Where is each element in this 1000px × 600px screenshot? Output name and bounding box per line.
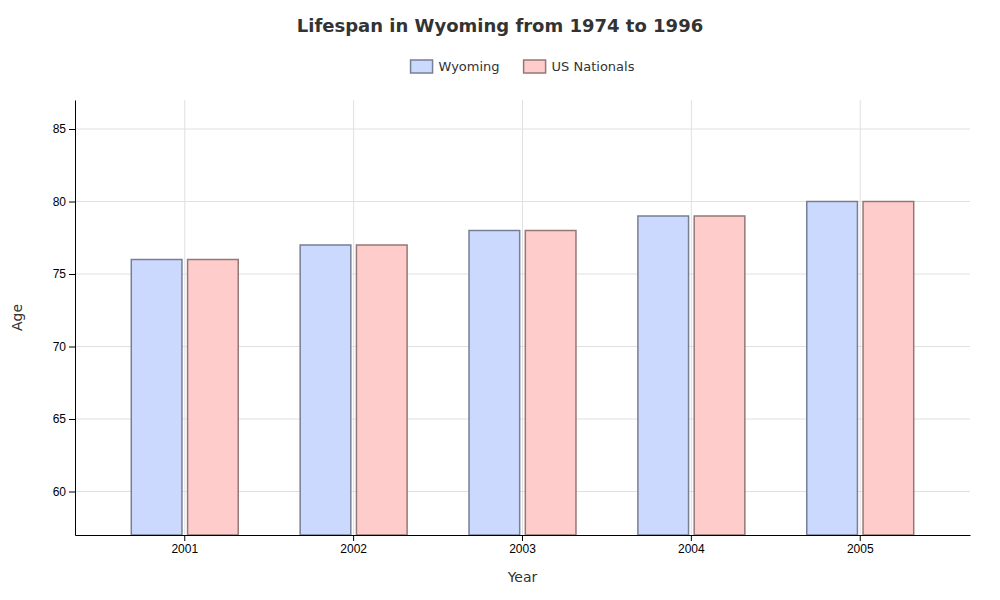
bar	[807, 202, 858, 536]
tick-mark	[184, 535, 185, 541]
bar	[300, 245, 351, 535]
tick-mark	[69, 129, 75, 130]
tick-mark	[69, 492, 75, 493]
x-tick: 2004	[678, 535, 705, 556]
tick-mark	[69, 419, 75, 420]
y-tick: 85	[53, 122, 75, 136]
legend-swatch	[411, 60, 433, 73]
bar-series	[188, 202, 914, 536]
y-tick: 75	[53, 267, 75, 281]
grid-line	[353, 100, 354, 535]
axis-line	[75, 101, 76, 536]
x-tick: 2002	[340, 535, 367, 556]
legend: Wyoming US Nationals	[411, 59, 635, 74]
tick-label: 80	[53, 195, 67, 209]
bar	[131, 260, 182, 536]
grid-line	[184, 100, 185, 535]
x-tick: 2003	[509, 535, 536, 556]
y-tick: 65	[53, 412, 75, 426]
tick-mark	[69, 274, 75, 275]
tick-label: 60	[53, 485, 67, 499]
tick-label: 85	[53, 122, 67, 136]
plot: 2001 2002 2003 2004 2005 60 65 70 75 80 85	[53, 100, 971, 556]
tick-label: 2003	[509, 542, 536, 556]
bar	[638, 216, 689, 535]
bar	[694, 216, 745, 535]
bar	[356, 245, 407, 535]
tick-label: 75	[53, 267, 67, 281]
grid-line	[522, 100, 523, 535]
bar	[188, 260, 239, 536]
grid	[75, 100, 970, 535]
tick-label: 2001	[171, 542, 198, 556]
tick-label: 70	[53, 340, 67, 354]
grid-line	[691, 100, 692, 535]
x-axis-title: Year	[507, 569, 538, 585]
tick-mark	[69, 202, 75, 203]
x-tick: 2005	[847, 535, 874, 556]
tick-mark	[860, 535, 861, 541]
x-tick: 2001	[171, 535, 198, 556]
title: Lifespan in Wyoming from 1974 to 1996	[297, 15, 703, 36]
legend-item: Wyoming	[411, 59, 500, 74]
y-tick: 60	[53, 485, 75, 499]
y-axis: 60 65 70 75 80 85	[53, 101, 76, 536]
bar	[469, 231, 520, 536]
x-axis: 2001 2002 2003 2004 2005	[76, 535, 971, 556]
y-tick: 70	[53, 340, 75, 354]
bar	[525, 231, 576, 536]
tick-label: 2005	[847, 542, 874, 556]
bar	[863, 202, 914, 536]
legend-swatch	[524, 60, 546, 73]
legend-item: US Nationals	[524, 59, 635, 74]
grid-line	[860, 100, 861, 535]
tick-mark	[353, 535, 354, 541]
tick-mark	[522, 535, 523, 541]
tick-label: 2004	[678, 542, 705, 556]
tick-mark	[69, 347, 75, 348]
tick-label: 2002	[340, 542, 367, 556]
tick-label: 65	[53, 412, 67, 426]
bars	[131, 202, 913, 536]
tick-mark	[691, 535, 692, 541]
chart: 2001 2002 2003 2004 2005 60 65 70 75 80 85 Year Age L…	[0, 0, 1000, 600]
legend-label: Wyoming	[439, 59, 500, 74]
bar-series	[131, 202, 857, 536]
y-axis-title: Age	[9, 304, 25, 331]
y-tick: 80	[53, 195, 75, 209]
legend-label: US Nationals	[552, 59, 635, 74]
